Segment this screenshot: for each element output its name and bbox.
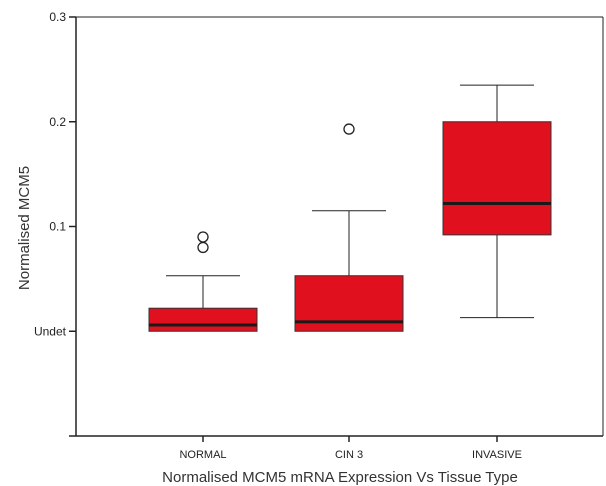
y-tick-label: 0.3 bbox=[49, 10, 66, 24]
x-tick-label: CIN 3 bbox=[335, 449, 363, 461]
y-tick-label: Undet bbox=[34, 324, 67, 338]
x-axis-title: Normalised MCM5 mRNA Expression Vs Tissu… bbox=[162, 469, 518, 486]
x-tick-label: NORMAL bbox=[179, 449, 226, 461]
box-normal bbox=[148, 231, 258, 332]
box-iqr bbox=[442, 121, 552, 236]
x-axis-ticks: NORMAL CIN 3 INVASIVE bbox=[179, 436, 522, 461]
box-cin-3 bbox=[294, 123, 404, 332]
box-series bbox=[148, 84, 552, 332]
outlier-point bbox=[197, 231, 209, 243]
y-axis-title: Normalised MCM5 bbox=[16, 166, 33, 290]
outlier-point bbox=[197, 241, 209, 254]
y-axis-ticks: Undet 0.1 0.2 0.3 bbox=[34, 10, 76, 437]
y-tick-label: 0.1 bbox=[49, 220, 66, 234]
outlier-point bbox=[343, 123, 355, 135]
x-tick-label: INVASIVE bbox=[472, 449, 522, 461]
box-invasive bbox=[442, 84, 552, 319]
y-tick-label: 0.2 bbox=[49, 115, 66, 129]
box-iqr bbox=[148, 307, 258, 332]
